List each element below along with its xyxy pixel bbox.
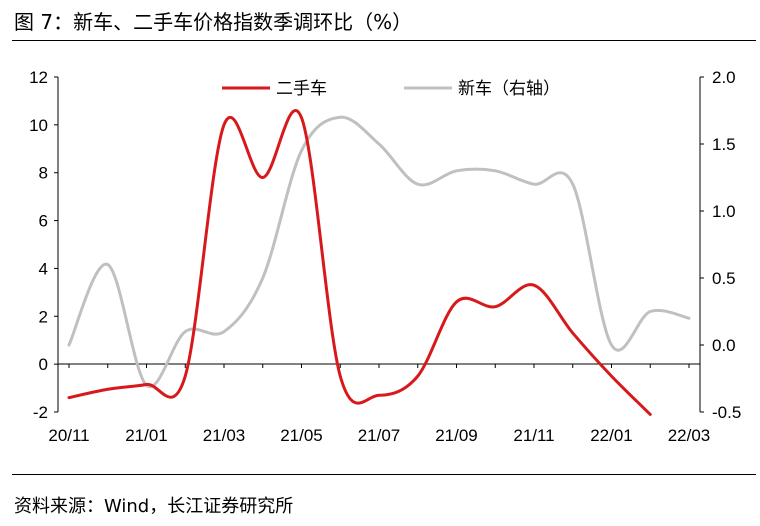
y-left-tick-label: 8 (39, 164, 48, 183)
chart-series (67, 109, 691, 416)
x-tick-label: 22/03 (668, 426, 711, 445)
y-right-tick-label: 1.0 (712, 202, 736, 221)
series-line-new-car (67, 115, 691, 389)
y-right-tick-label: 0.5 (712, 269, 736, 288)
y-left-tick-label: 6 (39, 212, 48, 231)
y-right-tick-label: 0.0 (712, 336, 736, 355)
x-tick-label: 21/03 (203, 426, 246, 445)
title-rule (12, 40, 756, 41)
legend-label-new-car: 新车（右轴） (458, 79, 560, 99)
x-tick-label: 20/11 (48, 426, 89, 445)
x-tick-label: 21/09 (435, 426, 478, 445)
y-left-tick-label: 0 (39, 355, 48, 374)
y-left-tick-label: -2 (33, 403, 48, 422)
x-tick-label: 21/01 (125, 426, 168, 445)
y-right-tick-label: -0.5 (712, 403, 741, 422)
chart-axes: -2 0 2 4 6 8 10 12 -0.5 0.0 0.5 1.0 1.5 2.0 20/11 21/01… (29, 68, 741, 445)
y-left-tick-label: 12 (29, 68, 48, 87)
x-tick-label: 21/07 (358, 426, 401, 445)
y-right-tick-label: 1.5 (712, 135, 736, 154)
y-right-tick-label: 2.0 (712, 68, 736, 87)
x-tick-label: 21/05 (280, 426, 323, 445)
chart-legend: 二手车 新车（右轴） (222, 79, 560, 99)
line-chart: -2 0 2 4 6 8 10 12 -0.5 0.0 0.5 1.0 1.5 2.0 20/11 21/01… (29, 68, 741, 445)
legend-label-used-car: 二手车 (276, 79, 327, 99)
figure-title: 图 7：新车、二手车价格指数季调环比（%） (14, 10, 413, 34)
x-tick-label: 22/01 (590, 426, 633, 445)
x-tick-label: 21/11 (513, 426, 554, 445)
series-line-used-car (67, 109, 652, 416)
source-rule (12, 474, 756, 475)
source-note: 资料来源：Wind，长江证券研究所 (14, 496, 294, 517)
y-left-tick-label: 4 (39, 259, 48, 278)
y-left-tick-label: 2 (39, 307, 48, 326)
y-left-tick-label: 10 (29, 116, 48, 135)
